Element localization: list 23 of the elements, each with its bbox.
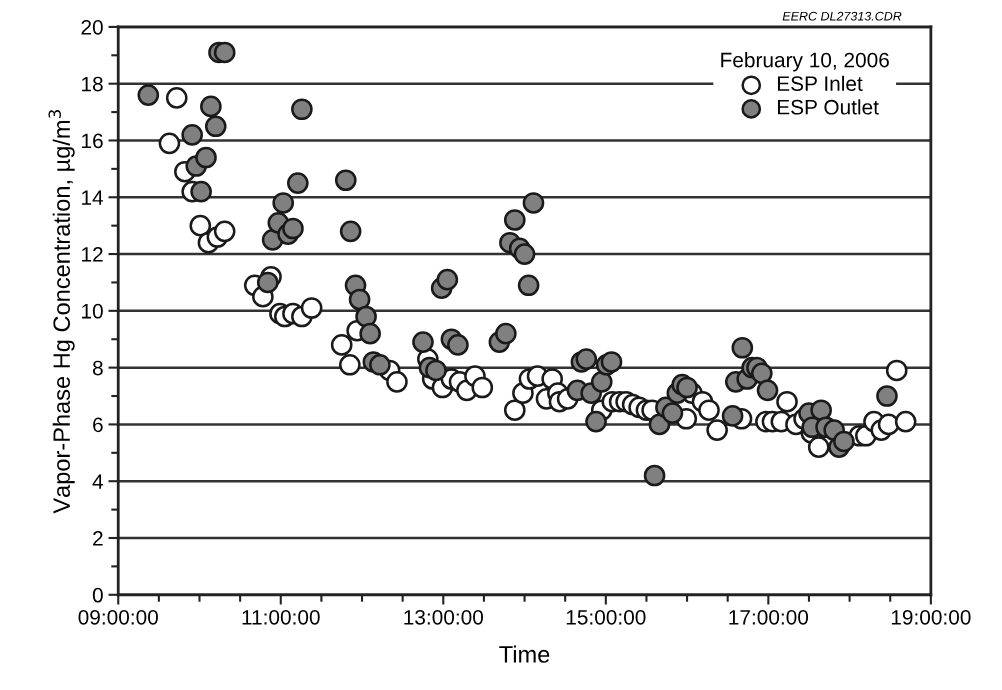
x-tick-label: 13:00:00 <box>404 609 484 625</box>
y-tick-label: 18 <box>82 76 103 92</box>
legend-label: ESP Outlet <box>777 99 879 115</box>
x-tick-label: 19:00:00 <box>891 609 971 625</box>
x-tick-label: 09:00:00 <box>78 609 158 625</box>
y-tick-label: 14 <box>82 190 104 205</box>
y-tick-label: 8 <box>92 360 103 376</box>
x-tick-label: 11:00:00 <box>242 609 320 625</box>
legend-title: February 10, 2006 <box>721 52 889 72</box>
legend-label: ESP Inlet <box>777 75 863 91</box>
y-tick-label: 4 <box>92 474 104 489</box>
x-axis-title: Time <box>499 645 550 663</box>
y-tick-label: 0 <box>92 587 103 603</box>
y-tick-label: 2 <box>93 530 103 546</box>
y-tick-label: 16 <box>82 133 103 149</box>
x-tick-label: 17:00:00 <box>729 609 809 625</box>
x-tick-label: 15:00:00 <box>566 609 646 625</box>
text: EERC DL27313.CDR <box>782 11 902 21</box>
y-tick-label: 10 <box>82 303 103 319</box>
y-tick-label: 6 <box>93 417 103 433</box>
y-tick-label: 12 <box>82 247 103 262</box>
y-axis-title: Vapor-Phase Hg Concentration, µg/m$^{3}$ <box>48 110 75 514</box>
y-tick-label: 20 <box>81 19 103 35</box>
